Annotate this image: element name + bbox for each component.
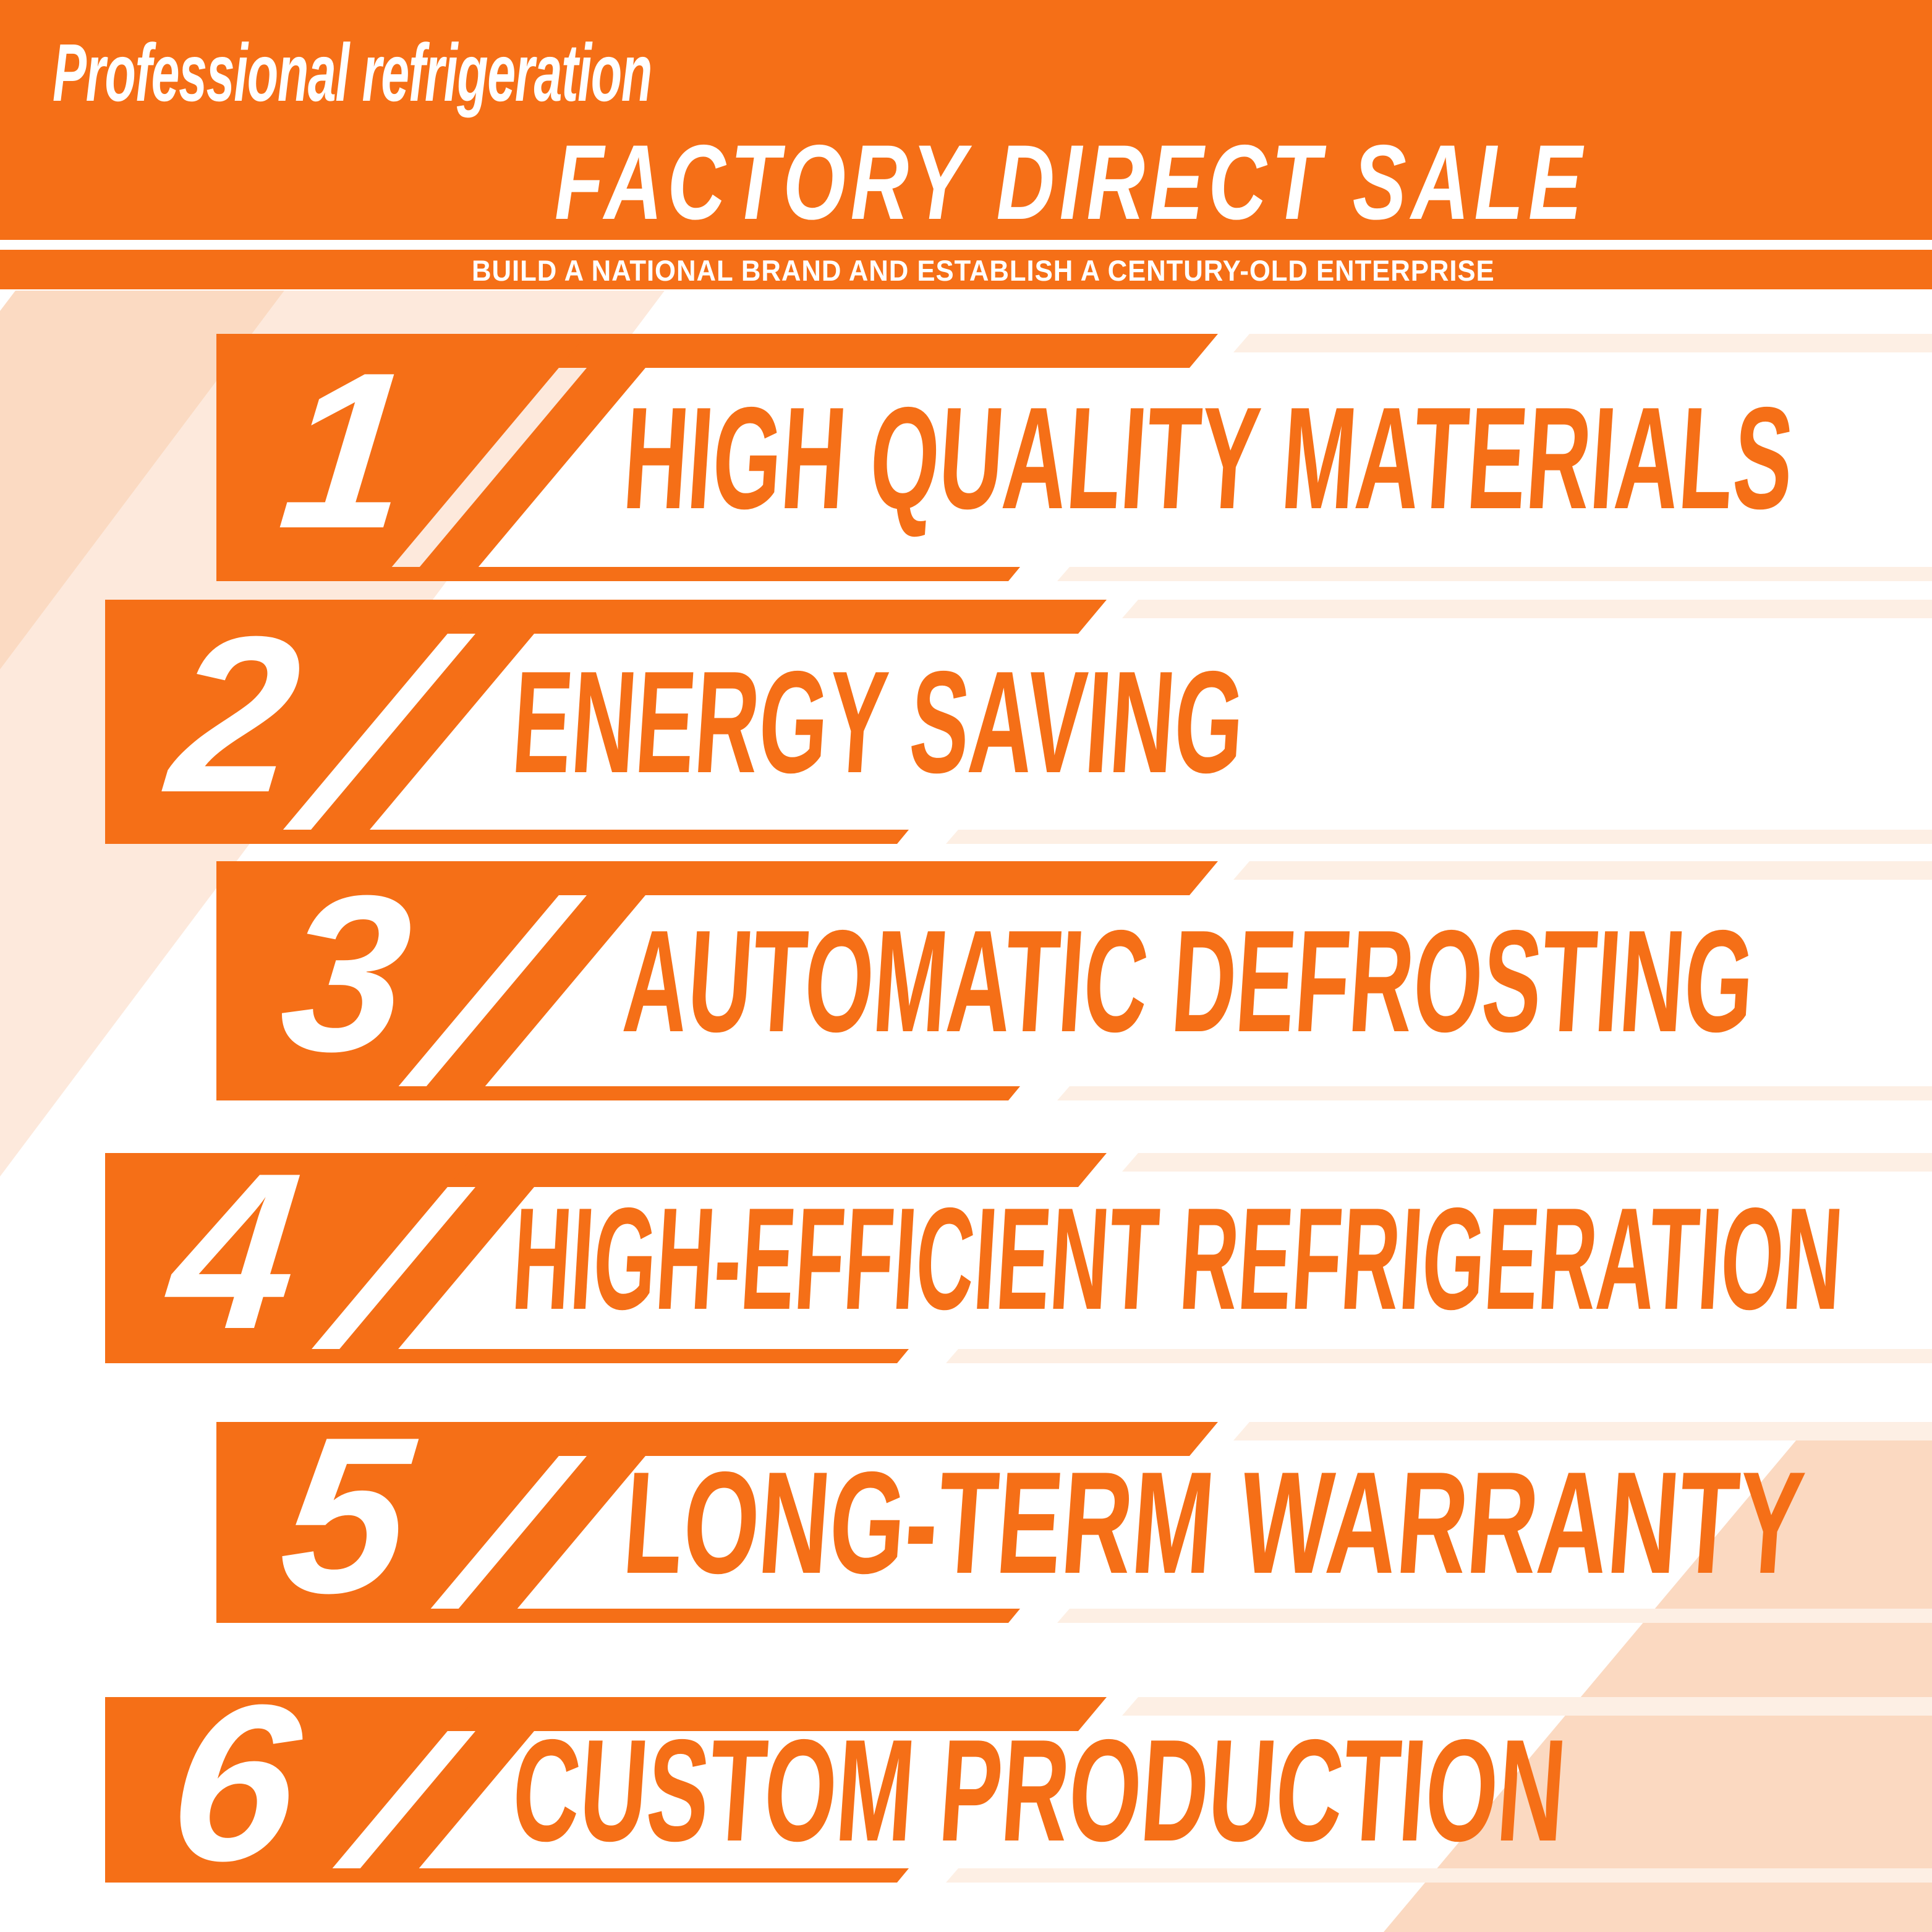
feature-label: LONG-TERM WARRANTY — [618, 1441, 1809, 1604]
banner-bottom-bar — [105, 1868, 909, 1883]
feature-banner-5: 5 LONG-TERM WARRANTY — [0, 1391, 1932, 1640]
feature-number: 6 — [160, 1658, 310, 1907]
page-title: FACTORY DIRECT SALE — [555, 123, 1587, 242]
feature-banner-1: 1 HIGH QUALITY MATERIALS — [0, 326, 1932, 581]
subtitle-band: BUILD A NATIONAL BRAND AND ESTABLISH A C… — [0, 250, 1932, 289]
banner-top-bar-pale-strip — [1122, 1697, 1932, 1716]
header: Professional refrigeration FACTORY DIREC… — [0, 0, 1932, 242]
feature-number: 5 — [271, 1391, 422, 1640]
banner-bottom-bar — [216, 1609, 1020, 1623]
banner-bottom-bar-pale-strip — [1057, 1086, 1932, 1100]
banner-top-bar-pale-strip — [1233, 861, 1932, 880]
feature-number: 2 — [160, 590, 310, 839]
brand-text: Professional refrigeration — [53, 27, 652, 119]
feature-banner-2: 2 ENERGY SAVING — [0, 590, 1932, 844]
feature-label: ENERGY SAVING — [508, 640, 1249, 803]
feature-banner-4: 4 HIGH-EFFICIENT REFRIGERATION — [0, 1126, 1932, 1376]
banner-top-bar-pale-strip — [1122, 1153, 1932, 1172]
banner-bottom-bar-pale-strip — [946, 830, 1932, 844]
feature-label: HIGH QUALITY MATERIALS — [619, 376, 1798, 539]
subtitle-text: BUILD A NATIONAL BRAND AND ESTABLISH A C… — [472, 254, 1495, 287]
banner-bottom-bar — [105, 1349, 909, 1363]
feature-banner-6: 6 CUSTOM PRODUCTION — [0, 1658, 1932, 1907]
banner-bottom-bar — [216, 1086, 1020, 1100]
banner-top-bar-pale-strip — [1233, 334, 1932, 352]
banner-top-bar-pale-strip — [1122, 600, 1932, 618]
feature-number: 1 — [271, 326, 422, 575]
banner-bottom-bar-pale-strip — [946, 1868, 1932, 1883]
feature-banner-3: 3 AUTOMATIC DEFROSTING — [0, 849, 1932, 1100]
feature-label: HIGH-EFFICIENT REFRIGERATION — [508, 1177, 1847, 1340]
feature-label: AUTOMATIC DEFROSTING — [619, 900, 1759, 1062]
banner-top-bar-pale-strip — [1233, 1422, 1932, 1440]
banner-bottom-bar-pale-strip — [1057, 1609, 1932, 1623]
banner-bottom-bar — [105, 830, 909, 844]
banner-bottom-bar-pale-strip — [1057, 567, 1932, 581]
divider-line — [0, 240, 1932, 250]
feature-number: 4 — [160, 1126, 310, 1376]
banner-bottom-bar-pale-strip — [946, 1349, 1932, 1363]
feature-label: CUSTOM PRODUCTION — [508, 1708, 1571, 1871]
feature-number: 3 — [271, 849, 422, 1098]
banner-bottom-bar — [216, 567, 1020, 581]
